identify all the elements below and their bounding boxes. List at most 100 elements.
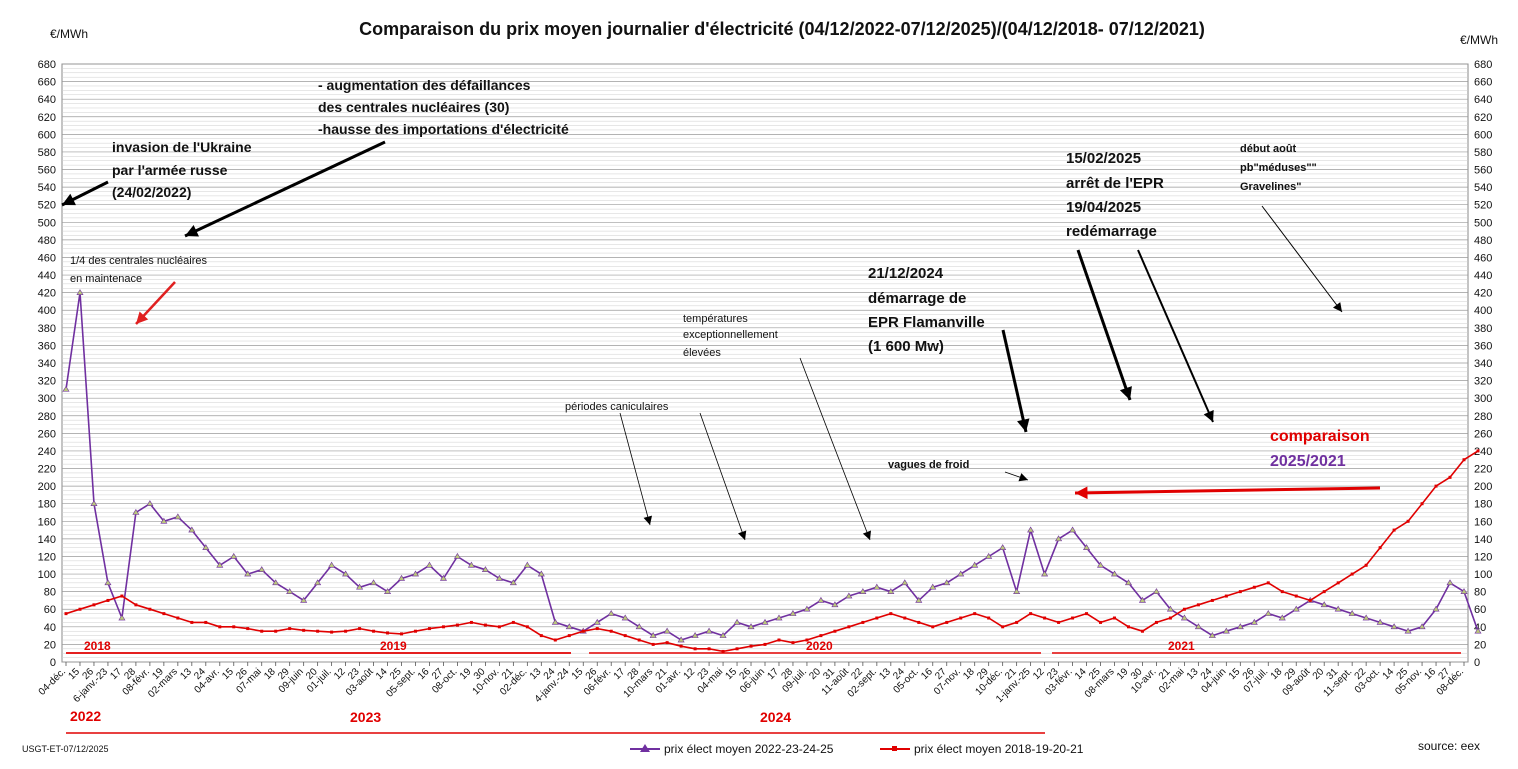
period-label-2019: 2019 <box>380 639 407 653</box>
y-tick-label-left: 280 <box>38 411 56 423</box>
y-tick-label-left: 20 <box>44 639 56 651</box>
y-tick-label-right: 420 <box>1474 288 1492 300</box>
data-point-2022 <box>985 552 993 559</box>
data-point-2018 <box>721 649 725 653</box>
y-tick-label-left: 360 <box>38 340 56 352</box>
y-tick-label-right: 460 <box>1474 252 1492 264</box>
arrow-epr-start-shaft <box>1001 329 1028 433</box>
data-point-2018 <box>162 612 166 616</box>
data-point-2018 <box>1406 519 1410 523</box>
y-tick-label-left: 560 <box>38 165 56 177</box>
data-point-2022 <box>551 618 559 625</box>
data-point-2022 <box>439 574 447 581</box>
data-point-2022 <box>118 614 126 621</box>
y-tick-label-right: 320 <box>1474 376 1492 388</box>
y-tick-label-left: 320 <box>38 376 56 388</box>
data-point-2018 <box>218 625 222 629</box>
y-axis-label-left: €/MWh <box>50 27 88 41</box>
y-tick-label-left: 400 <box>38 305 56 317</box>
data-point-2018 <box>791 641 795 645</box>
data-point-2022 <box>537 570 545 577</box>
data-point-2018 <box>987 616 991 620</box>
data-point-2018 <box>246 627 250 631</box>
arrow-meduses-head <box>1333 302 1342 312</box>
annotation-text: des centrales nucléaires (30) <box>318 99 509 115</box>
data-point-2022 <box>509 579 517 586</box>
data-point-2022 <box>901 579 909 586</box>
data-point-2022 <box>1138 596 1146 603</box>
legend-marker-2022 <box>640 744 650 752</box>
data-point-2022 <box>999 544 1007 550</box>
data-point-2022 <box>621 614 629 621</box>
data-point-2018 <box>400 632 404 636</box>
data-point-2018 <box>302 628 306 632</box>
y-tick-label-right: 520 <box>1474 200 1492 212</box>
y-tick-label-left: 80 <box>44 587 56 599</box>
data-point-2018 <box>190 620 194 624</box>
data-point-2022 <box>803 605 811 612</box>
data-point-2018 <box>288 627 292 631</box>
data-point-2022 <box>1292 605 1300 612</box>
data-point-2022 <box>370 579 378 586</box>
y-tick-label-right: 400 <box>1474 305 1492 317</box>
data-point-2018 <box>861 620 865 624</box>
y-tick-label-right: 380 <box>1474 323 1492 335</box>
data-point-2022 <box>1320 601 1328 608</box>
y-tick-label-right: 580 <box>1474 147 1492 159</box>
data-point-2022 <box>230 552 238 559</box>
y-tick-label-left: 0 <box>50 657 56 669</box>
data-point-2022 <box>1055 535 1063 542</box>
series-line-1 <box>65 450 1479 653</box>
year-label-2024: 2024 <box>760 709 791 725</box>
data-point-2022 <box>1041 570 1049 577</box>
data-point-2018 <box>1210 598 1214 602</box>
data-point-2022 <box>467 561 475 568</box>
data-point-2022 <box>1236 623 1244 630</box>
data-point-2022 <box>1390 623 1398 630</box>
data-point-2018 <box>651 642 655 646</box>
legend-label-2018: prix élect moyen 2018-19-20-21 <box>914 742 1084 756</box>
data-point-2022 <box>1376 618 1384 625</box>
data-point-2022 <box>1460 588 1468 594</box>
data-point-2022 <box>76 289 84 295</box>
arrow-canicule-2-shaft <box>699 412 746 541</box>
data-point-2022 <box>649 632 657 638</box>
y-tick-label-right: 620 <box>1474 112 1492 124</box>
y-tick-label-left: 380 <box>38 323 56 335</box>
data-point-2022 <box>929 583 937 590</box>
data-point-2018 <box>553 638 557 642</box>
data-point-2018 <box>763 642 767 646</box>
annotation-text: 2025/2021 <box>1270 453 1346 470</box>
y-tick-label-left: 680 <box>38 59 56 71</box>
arrow-epr-start-head <box>1017 418 1030 432</box>
data-point-2018 <box>1322 590 1326 594</box>
data-point-2018 <box>120 594 124 598</box>
arrow-maintenance-head <box>136 311 149 324</box>
annotation-text: début août <box>1240 143 1297 155</box>
data-point-2022 <box>90 500 98 507</box>
data-point-2022 <box>425 561 434 568</box>
arrow-epr-start <box>1001 329 1030 433</box>
data-point-2022 <box>733 618 741 625</box>
y-tick-label-left: 580 <box>38 147 56 159</box>
arrow-comparaison <box>1074 486 1381 500</box>
data-point-2018 <box>637 638 641 642</box>
arrow-epr-restart-shaft <box>1137 249 1214 423</box>
arrow-epr-stop <box>1076 249 1132 401</box>
y-tick-label-right: 0 <box>1474 657 1480 669</box>
y-tick-label-left: 440 <box>38 270 56 282</box>
data-point-2022 <box>943 579 951 586</box>
y-tick-label-left: 420 <box>38 288 56 300</box>
data-point-2018 <box>64 612 68 616</box>
annotation-text: pb"méduses"" <box>1240 162 1317 174</box>
data-point-2018 <box>427 627 431 631</box>
data-point-2018 <box>1168 616 1172 620</box>
data-point-2022 <box>1194 623 1202 630</box>
data-point-2018 <box>1364 563 1368 567</box>
y-tick-label-left: 180 <box>38 499 56 511</box>
data-point-2022 <box>62 385 70 392</box>
period-label-2018: 2018 <box>84 639 111 653</box>
data-point-2022 <box>1208 632 1216 638</box>
data-point-2018 <box>1476 449 1480 453</box>
arrow-ukraine <box>61 180 109 207</box>
